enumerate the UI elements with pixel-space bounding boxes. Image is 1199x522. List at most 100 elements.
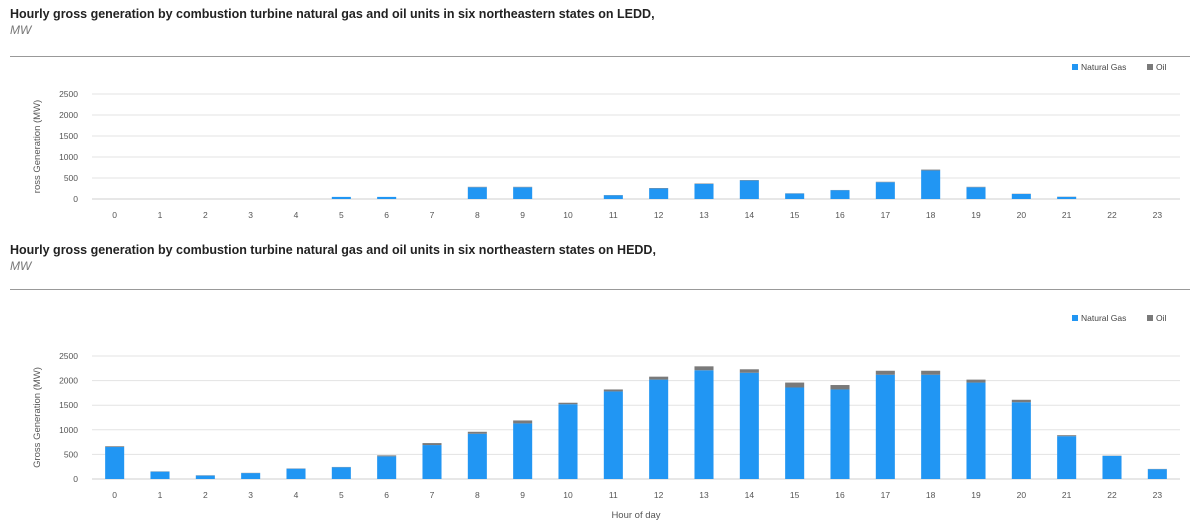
y-tick-label: 500 <box>64 449 78 459</box>
x-tick-label: 0 <box>112 490 117 500</box>
bar-oil <box>921 169 941 171</box>
bar-natural-gas <box>1011 193 1031 199</box>
bar-natural-gas <box>649 379 669 479</box>
chart-subtitle: MW <box>10 23 32 37</box>
bar-natural-gas <box>105 447 125 479</box>
bar-oil <box>603 389 623 392</box>
bar-natural-gas <box>558 404 578 479</box>
chart-title: Hourly gross generation by combustion tu… <box>10 243 656 257</box>
bar-natural-gas <box>739 372 759 479</box>
bar-natural-gas <box>875 374 895 479</box>
y-tick-label: 1500 <box>59 131 78 141</box>
bar-natural-gas <box>739 180 759 199</box>
x-axis-label: Hour of day <box>611 510 660 521</box>
x-tick-label: 14 <box>745 490 755 500</box>
chart-subtitle: MW <box>10 259 32 273</box>
bar-natural-gas <box>830 190 850 199</box>
bar-natural-gas <box>331 196 351 199</box>
bar-natural-gas <box>921 374 941 479</box>
bar-natural-gas <box>966 187 986 199</box>
y-tick-label: 1000 <box>59 152 78 162</box>
bar-natural-gas <box>1147 469 1167 479</box>
bar-natural-gas <box>603 391 623 479</box>
legend-label-natural-gas: Natural Gas <box>1081 313 1126 323</box>
x-tick-label: 11 <box>609 490 618 500</box>
bar-oil <box>830 385 850 390</box>
bar-natural-gas <box>1102 455 1122 479</box>
bar-oil <box>649 376 669 380</box>
x-tick-label: 22 <box>1107 490 1117 500</box>
bar-natural-gas <box>966 382 986 479</box>
x-tick-label: 15 <box>790 210 800 220</box>
x-tick-label: 12 <box>654 210 664 220</box>
bar-natural-gas <box>1057 196 1077 199</box>
y-axis-label: Gross Generation (MW) <box>32 367 43 468</box>
y-tick-label: 2500 <box>59 351 78 361</box>
x-tick-label: 18 <box>926 210 936 220</box>
bar-oil <box>921 370 941 375</box>
bar-oil <box>1011 399 1031 403</box>
bar-oil <box>1057 435 1077 437</box>
bar-natural-gas <box>649 188 669 199</box>
bar-natural-gas <box>513 187 533 199</box>
bar-natural-gas <box>377 456 397 479</box>
legend-label-natural-gas: Natural Gas <box>1081 62 1126 72</box>
bar-natural-gas <box>377 196 397 199</box>
x-tick-label: 13 <box>699 490 709 500</box>
title-divider <box>10 56 1190 57</box>
x-tick-label: 1 <box>158 210 163 220</box>
bar-natural-gas <box>195 475 215 479</box>
x-tick-label: 6 <box>384 210 389 220</box>
bar-natural-gas <box>286 468 306 479</box>
bar-oil <box>467 431 487 434</box>
x-tick-label: 23 <box>1153 210 1163 220</box>
bar-oil <box>739 369 759 373</box>
x-tick-label: 19 <box>971 210 981 220</box>
x-tick-label: 17 <box>881 210 891 220</box>
x-tick-label: 13 <box>699 210 709 220</box>
x-tick-label: 20 <box>1017 210 1027 220</box>
y-tick-label: 2500 <box>59 89 78 99</box>
x-tick-label: 10 <box>563 210 573 220</box>
bar-oil <box>377 455 397 457</box>
x-tick-label: 22 <box>1107 210 1117 220</box>
x-tick-label: 3 <box>248 490 253 500</box>
x-tick-label: 4 <box>294 490 299 500</box>
ledd-chart-panel: Hourly gross generation by combustion tu… <box>0 0 1199 238</box>
bar-natural-gas <box>785 387 805 479</box>
x-tick-label: 16 <box>835 210 845 220</box>
bar-oil <box>105 446 125 448</box>
y-tick-label: 1000 <box>59 425 78 435</box>
legend-swatch-natural-gas <box>1072 315 1078 321</box>
x-tick-label: 14 <box>745 210 755 220</box>
bar-natural-gas <box>467 187 487 199</box>
bar-natural-gas <box>1011 402 1031 479</box>
x-tick-label: 21 <box>1062 210 1072 220</box>
bar-oil <box>422 443 442 446</box>
x-tick-label: 2 <box>203 210 208 220</box>
y-tick-label: 0 <box>73 474 78 484</box>
bar-oil <box>513 420 533 424</box>
bar-natural-gas <box>1057 436 1077 479</box>
x-tick-label: 2 <box>203 490 208 500</box>
bar-natural-gas <box>694 183 714 199</box>
y-tick-label: 2000 <box>59 376 78 386</box>
x-tick-label: 19 <box>971 490 981 500</box>
bar-oil <box>785 382 805 388</box>
x-tick-label: 7 <box>430 210 435 220</box>
y-tick-label: 1500 <box>59 400 78 410</box>
x-tick-label: 1 <box>158 490 163 500</box>
bar-natural-gas <box>150 471 170 479</box>
x-tick-label: 4 <box>294 210 299 220</box>
x-tick-label: 23 <box>1153 490 1163 500</box>
bar-natural-gas <box>830 389 850 479</box>
x-tick-label: 21 <box>1062 490 1072 500</box>
y-tick-label: 500 <box>64 173 78 183</box>
chart-title: Hourly gross generation by combustion tu… <box>10 7 655 21</box>
x-tick-label: 8 <box>475 490 480 500</box>
x-tick-label: 8 <box>475 210 480 220</box>
bar-natural-gas <box>694 370 714 479</box>
x-tick-label: 7 <box>430 490 435 500</box>
x-tick-label: 3 <box>248 210 253 220</box>
